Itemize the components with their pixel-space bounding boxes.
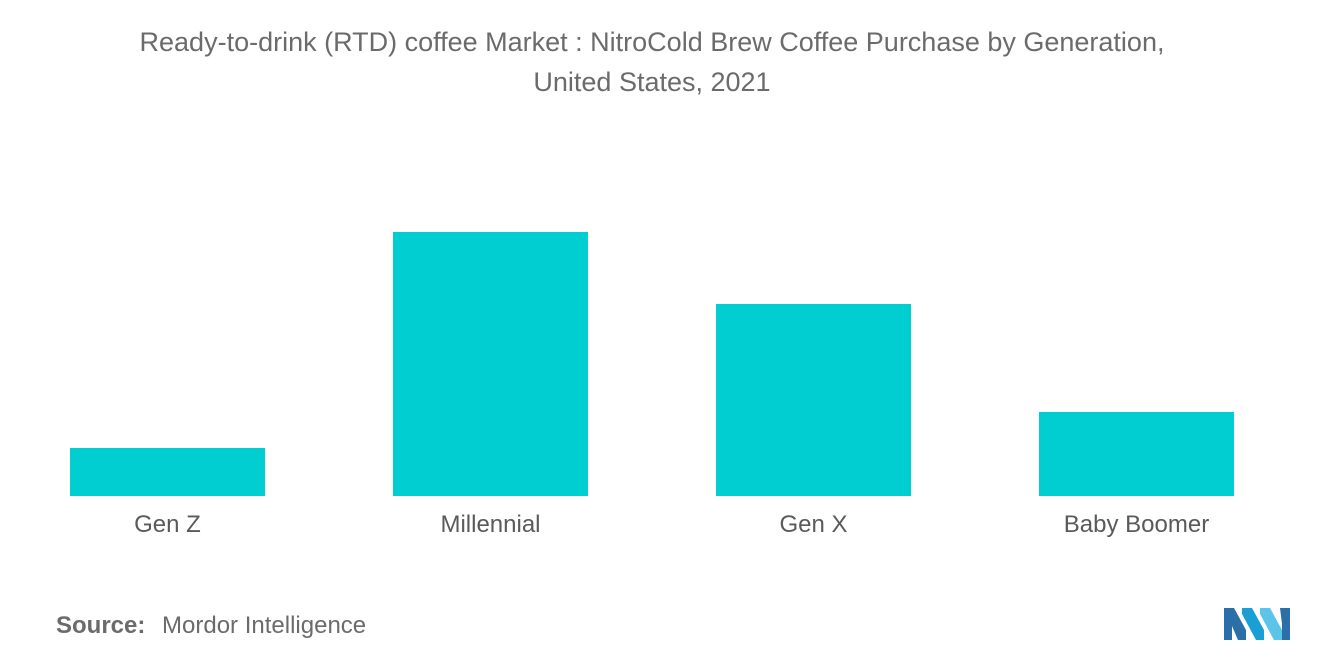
source-text: Mordor Intelligence — [162, 612, 367, 639]
chart-title-block: Ready-to-drink (RTD) coffee Market : Nit… — [40, 22, 1264, 102]
x-tick-label: Gen X — [779, 511, 847, 538]
bar-millennial — [393, 232, 588, 496]
chart-subtitle: United States, 2021 — [533, 67, 771, 97]
bar-baby-boomer — [1039, 412, 1234, 496]
bar-gen-x — [716, 304, 911, 496]
source-label: Source: — [56, 612, 146, 639]
bar-gen-z — [70, 448, 265, 496]
mordor-intelligence-logo-icon — [1224, 608, 1290, 640]
x-tick-label: Gen Z — [134, 511, 201, 538]
x-tick-label: Baby Boomer — [1064, 511, 1209, 538]
chart-title: Ready-to-drink (RTD) coffee Market : Nit… — [139, 27, 1165, 57]
source-line: Source: Mordor Intelligence — [56, 612, 366, 640]
x-tick-label: Millennial — [440, 511, 540, 538]
